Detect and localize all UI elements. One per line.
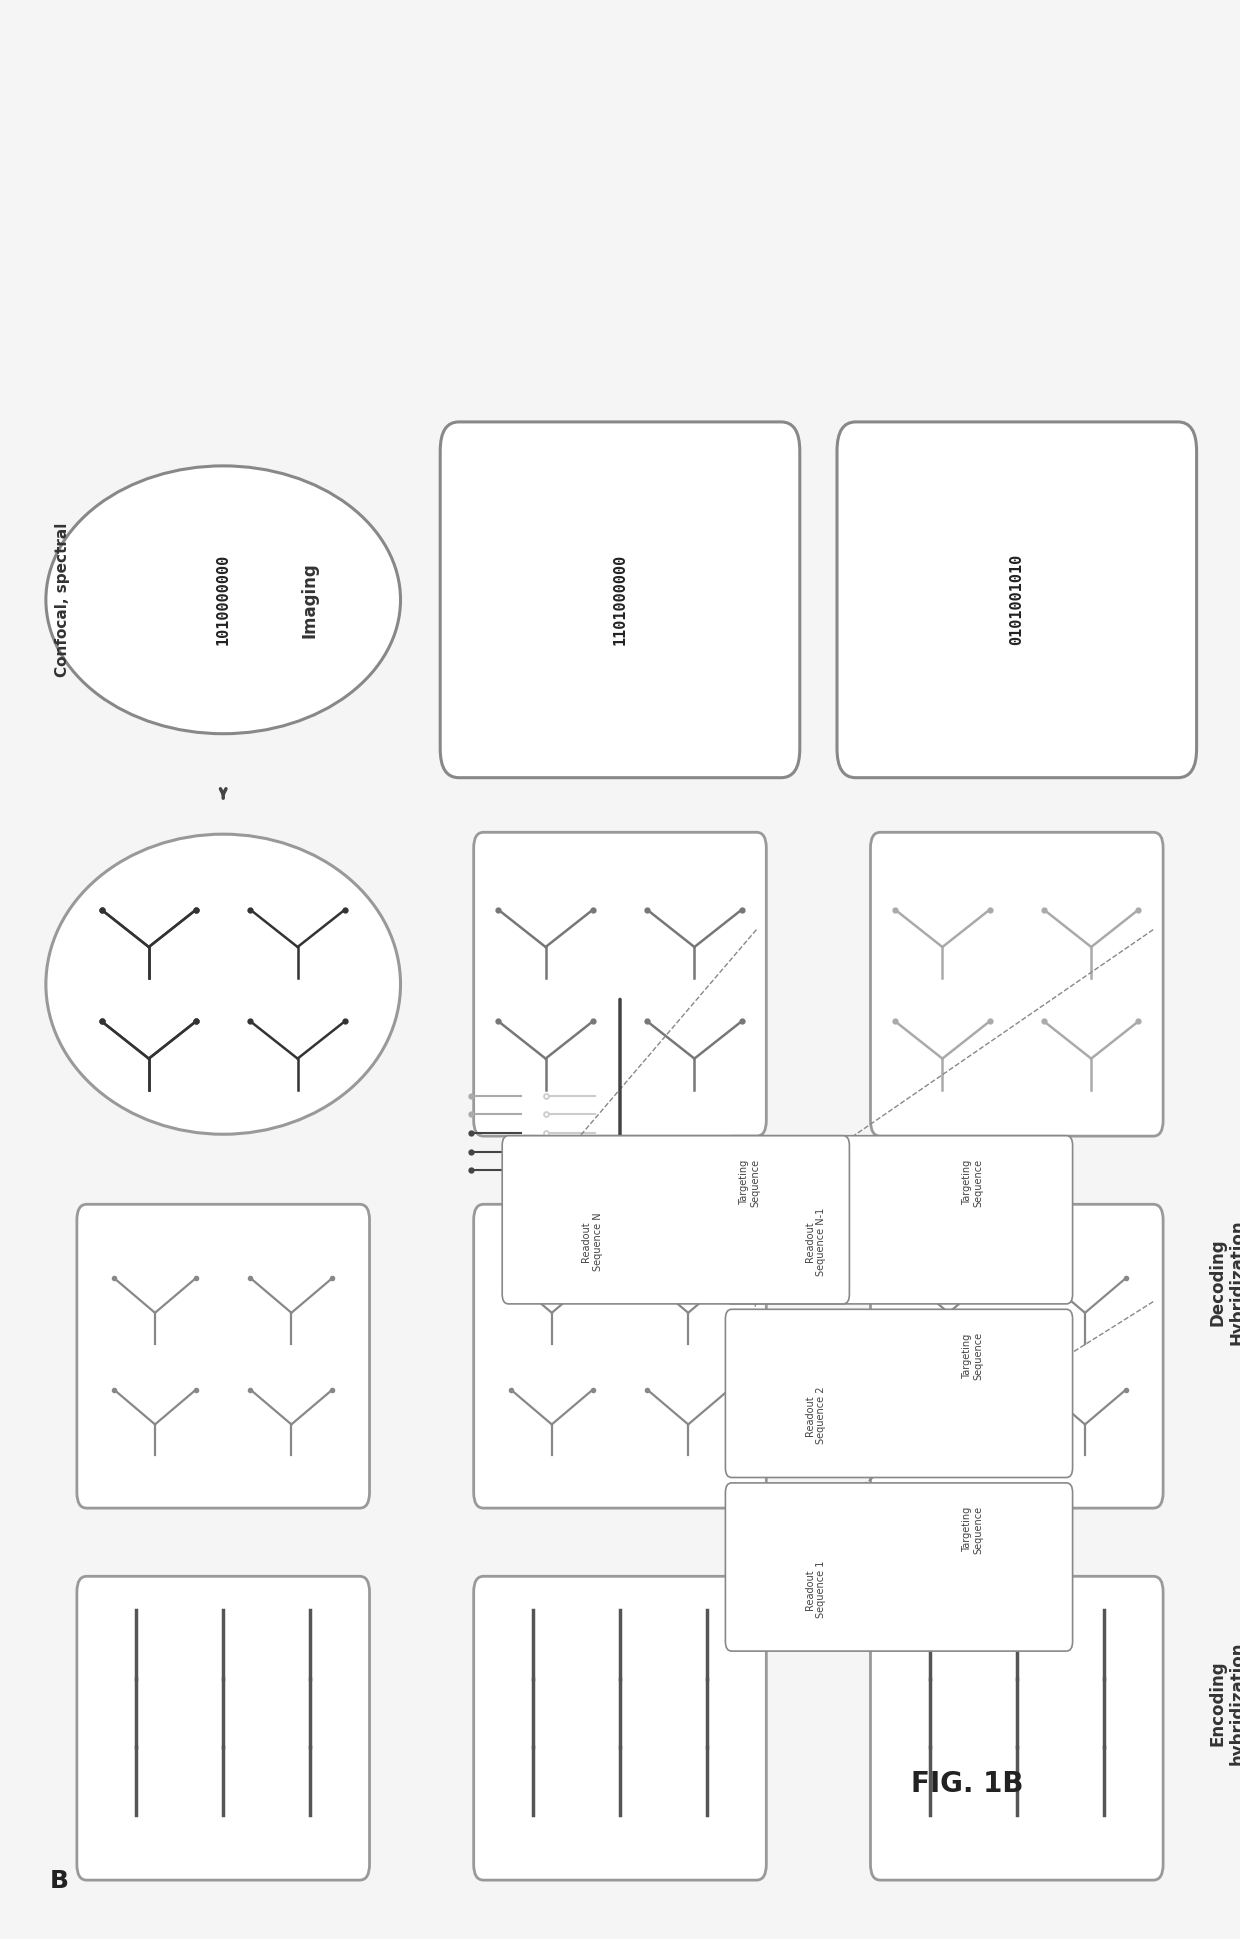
Text: Targeting
Sequence: Targeting Sequence bbox=[962, 1332, 983, 1381]
Text: Targeting
Sequence: Targeting Sequence bbox=[962, 1158, 983, 1206]
FancyBboxPatch shape bbox=[77, 1576, 370, 1881]
FancyBboxPatch shape bbox=[474, 1204, 766, 1509]
Text: Readout
Sequence 1: Readout Sequence 1 bbox=[805, 1561, 826, 1617]
FancyBboxPatch shape bbox=[474, 1576, 766, 1881]
Text: 1010000000: 1010000000 bbox=[216, 555, 231, 646]
Text: 1101000000: 1101000000 bbox=[613, 555, 627, 646]
FancyBboxPatch shape bbox=[870, 1576, 1163, 1881]
FancyBboxPatch shape bbox=[725, 1136, 1073, 1303]
FancyBboxPatch shape bbox=[870, 1204, 1163, 1509]
Text: Encoding
hybridization: Encoding hybridization bbox=[1208, 1642, 1240, 1764]
Text: FIG. 1B: FIG. 1B bbox=[911, 1770, 1023, 1797]
FancyBboxPatch shape bbox=[870, 832, 1163, 1136]
Text: Targeting
Sequence: Targeting Sequence bbox=[962, 1507, 983, 1553]
FancyBboxPatch shape bbox=[502, 1136, 849, 1303]
FancyBboxPatch shape bbox=[440, 423, 800, 778]
Text: Imaging: Imaging bbox=[301, 562, 319, 638]
Text: Readout
Sequence N: Readout Sequence N bbox=[582, 1212, 603, 1272]
FancyBboxPatch shape bbox=[77, 1204, 370, 1509]
FancyBboxPatch shape bbox=[474, 832, 766, 1136]
Text: Readout
Sequence 2: Readout Sequence 2 bbox=[805, 1386, 826, 1445]
Text: B: B bbox=[50, 1869, 68, 1892]
Text: 0101001010: 0101001010 bbox=[1009, 555, 1024, 646]
FancyBboxPatch shape bbox=[725, 1309, 1073, 1478]
Ellipse shape bbox=[46, 834, 401, 1134]
Text: Confocal, spectral: Confocal, spectral bbox=[55, 524, 69, 677]
Text: Decoding
Hybridization: Decoding Hybridization bbox=[1208, 1220, 1240, 1344]
Ellipse shape bbox=[46, 465, 401, 733]
Text: Readout
Sequence N-1: Readout Sequence N-1 bbox=[805, 1208, 826, 1276]
FancyBboxPatch shape bbox=[837, 423, 1197, 778]
Text: Targeting
Sequence: Targeting Sequence bbox=[739, 1158, 760, 1206]
FancyBboxPatch shape bbox=[725, 1483, 1073, 1652]
